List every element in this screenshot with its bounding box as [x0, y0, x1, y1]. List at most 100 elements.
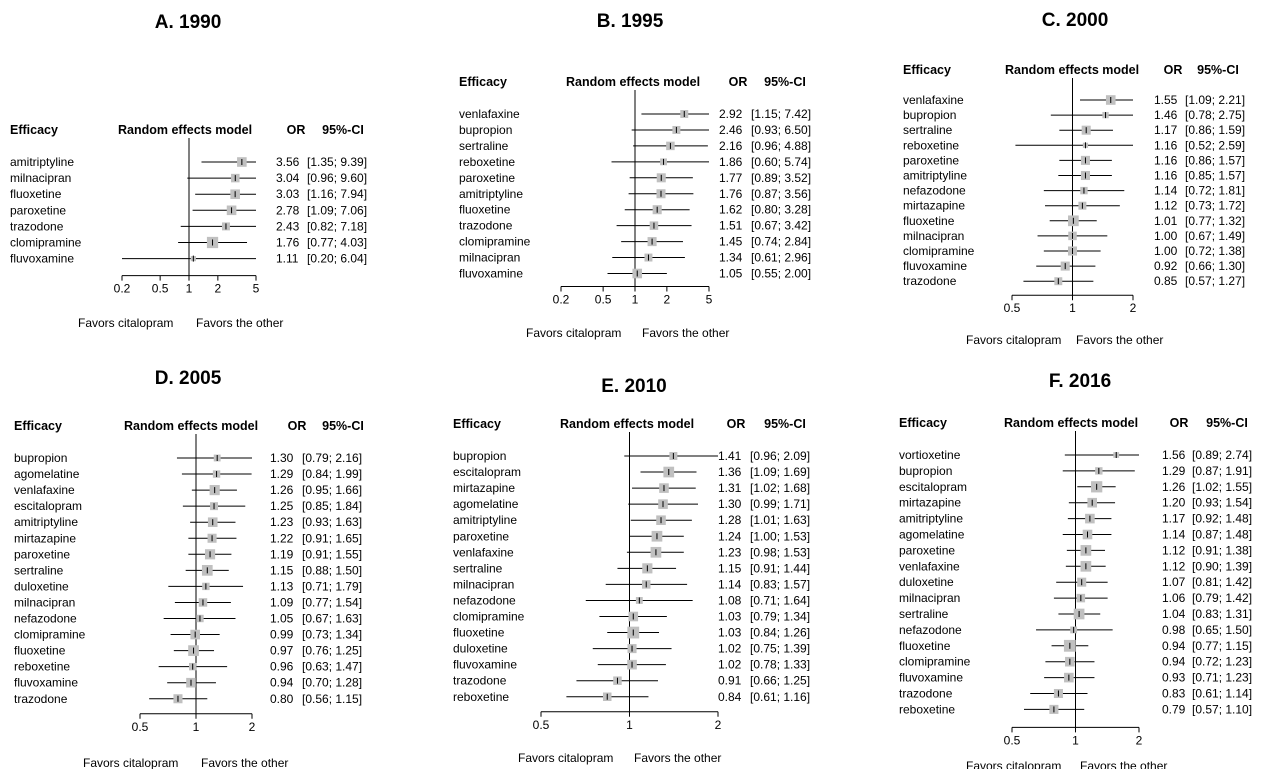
forest-row: clomipramine 1.00 [0.72; 1.38]	[903, 244, 1245, 258]
row-label: nefazodone	[899, 623, 962, 637]
row-label: vortioxetine	[899, 448, 961, 462]
or-value: 1.76	[719, 187, 743, 201]
or-value: 0.93	[1162, 671, 1186, 685]
forest-row: reboxetine 0.79 [0.57; 1.10]	[899, 702, 1252, 716]
row-label: fluoxetine	[14, 644, 66, 658]
ci-value: [0.91; 1.65]	[302, 531, 362, 545]
header-efficacy: Efficacy	[453, 417, 501, 431]
ci-value: [0.84; 1.26]	[750, 626, 810, 640]
ci-value: [0.74; 2.84]	[751, 235, 811, 249]
or-value: 2.46	[719, 123, 743, 137]
ci-value: [0.77; 1.15]	[1192, 639, 1252, 653]
row-label: trazodone	[903, 274, 957, 288]
forest-row: vortioxetine 1.56 [0.89; 2.74]	[899, 448, 1252, 462]
forest-row: fluoxetine 0.97 [0.76; 1.25]	[14, 644, 362, 658]
forest-panel-1: A. 1990 Efficacy Random effects model OR 95%…	[10, 12, 367, 330]
ci-value: [0.76; 1.25]	[302, 644, 362, 658]
row-label: amitriptyline	[903, 169, 967, 183]
forest-row: escitalopram 1.26 [1.02; 1.55]	[899, 480, 1252, 494]
or-value: 1.29	[270, 467, 294, 481]
ci-value: [0.73; 1.72]	[1185, 199, 1245, 213]
favors-left-label: Favors citalopram	[78, 316, 173, 330]
forest-row: fluvoxamine 0.93 [0.71; 1.23]	[899, 671, 1252, 685]
forest-panel-5: E. 2010 Efficacy Random effects model OR 95%…	[453, 376, 810, 765]
row-label: paroxetine	[10, 203, 66, 217]
row-label: sertraline	[459, 139, 509, 153]
or-value: 1.13	[270, 579, 294, 593]
row-label: fluoxetine	[459, 203, 511, 217]
forest-row: escitalopram 1.25 [0.85; 1.84]	[14, 499, 362, 513]
forest-row: fluoxetine 3.03 [1.16; 7.94]	[10, 187, 367, 201]
or-value: 0.85	[1154, 274, 1178, 288]
ci-value: [1.15; 7.42]	[751, 107, 811, 121]
x-tick-label: 1	[626, 718, 633, 732]
forest-row: milnacipran 1.14 [0.83; 1.57]	[453, 577, 810, 591]
forest-row: fluoxetine 1.62 [0.80; 3.28]	[459, 203, 811, 217]
forest-row: sertraline 1.15 [0.88; 1.50]	[14, 563, 362, 577]
or-value: 1.20	[1162, 496, 1186, 510]
forest-row: amitriptyline 3.56 [1.35; 9.39]	[10, 155, 367, 169]
ci-value: [0.67; 3.42]	[751, 219, 811, 233]
ci-value: [0.67; 1.63]	[302, 612, 362, 626]
forest-row: paroxetine 1.19 [0.91; 1.55]	[14, 547, 362, 561]
forest-panel-4: D. 2005 Efficacy Random effects model OR 95%…	[14, 368, 364, 769]
favors-left-label: Favors citalopram	[83, 756, 178, 769]
forest-row: paroxetine 1.77 [0.89; 3.52]	[459, 171, 811, 185]
row-label: fluvoxamine	[453, 658, 517, 672]
row-label: escitalopram	[453, 465, 521, 479]
ci-value: [0.72; 1.23]	[1192, 655, 1252, 669]
ci-value: [0.96; 4.88]	[751, 139, 811, 153]
x-tick-label: 0.5	[595, 293, 612, 307]
forest-row: duloxetine 1.02 [0.75; 1.39]	[453, 642, 810, 656]
row-label: fluvoxamine	[903, 259, 967, 273]
favors-right-label: Favors the other	[642, 326, 729, 340]
row-label: fluvoxamine	[459, 267, 523, 281]
row-label: mirtazapine	[14, 531, 76, 545]
ci-value: [0.77; 1.54]	[302, 595, 362, 609]
ci-value: [0.83; 1.31]	[1192, 607, 1252, 621]
ci-value: [0.95; 1.66]	[302, 483, 362, 497]
row-label: bupropion	[453, 449, 506, 463]
ci-value: [0.93; 6.50]	[751, 123, 811, 137]
or-value: 0.92	[1154, 259, 1178, 273]
ci-value: [0.85; 1.57]	[1185, 169, 1245, 183]
header-or: OR	[727, 417, 746, 431]
or-value: 1.19	[270, 547, 294, 561]
ci-value: [0.75; 1.39]	[750, 642, 810, 656]
ci-value: [0.57; 1.10]	[1192, 702, 1252, 716]
header-efficacy: Efficacy	[903, 63, 951, 77]
or-value: 1.23	[718, 545, 742, 559]
ci-value: [0.77; 4.03]	[307, 236, 367, 250]
row-label: trazodone	[453, 674, 507, 688]
ci-value: [0.20; 6.04]	[307, 252, 367, 266]
forest-row: amitriptyline 1.28 [1.01; 1.63]	[453, 513, 810, 527]
or-value: 1.36	[718, 465, 742, 479]
or-value: 0.96	[270, 660, 294, 674]
forest-row: mirtazapine 1.12 [0.73; 1.72]	[903, 199, 1245, 213]
ci-value: [0.67; 1.49]	[1185, 229, 1245, 243]
ci-value: [1.09; 2.21]	[1185, 93, 1245, 107]
favors-right-label: Favors the other	[201, 756, 288, 769]
favors-right-label: Favors the other	[634, 751, 721, 765]
forest-row: milnacipran 1.06 [0.79; 1.42]	[899, 591, 1252, 605]
or-value: 1.11	[276, 252, 299, 266]
ci-value: [0.63; 1.47]	[302, 660, 362, 674]
or-value: 1.14	[1154, 184, 1178, 198]
or-value: 1.55	[1154, 93, 1178, 107]
ci-value: [0.80; 3.28]	[751, 203, 811, 217]
forest-row: duloxetine 1.07 [0.81; 1.42]	[899, 575, 1252, 589]
or-value: 0.98	[1162, 623, 1186, 637]
or-value: 2.43	[276, 219, 300, 233]
panel-title: C. 2000	[1042, 10, 1109, 31]
or-value: 2.92	[719, 107, 743, 121]
ci-value: [0.91; 1.38]	[1192, 543, 1252, 557]
panel-title: E. 2010	[601, 376, 667, 397]
row-label: bupropion	[899, 464, 952, 478]
or-value: 1.09	[270, 595, 294, 609]
forest-row: nefazodone 1.08 [0.71; 1.64]	[453, 593, 810, 607]
row-label: clomipramine	[903, 244, 975, 258]
row-label: paroxetine	[14, 547, 70, 561]
favors-right-label: Favors the other	[1076, 333, 1163, 347]
or-value: 0.80	[270, 692, 294, 706]
forest-row: nefazodone 1.14 [0.72; 1.81]	[903, 184, 1245, 198]
